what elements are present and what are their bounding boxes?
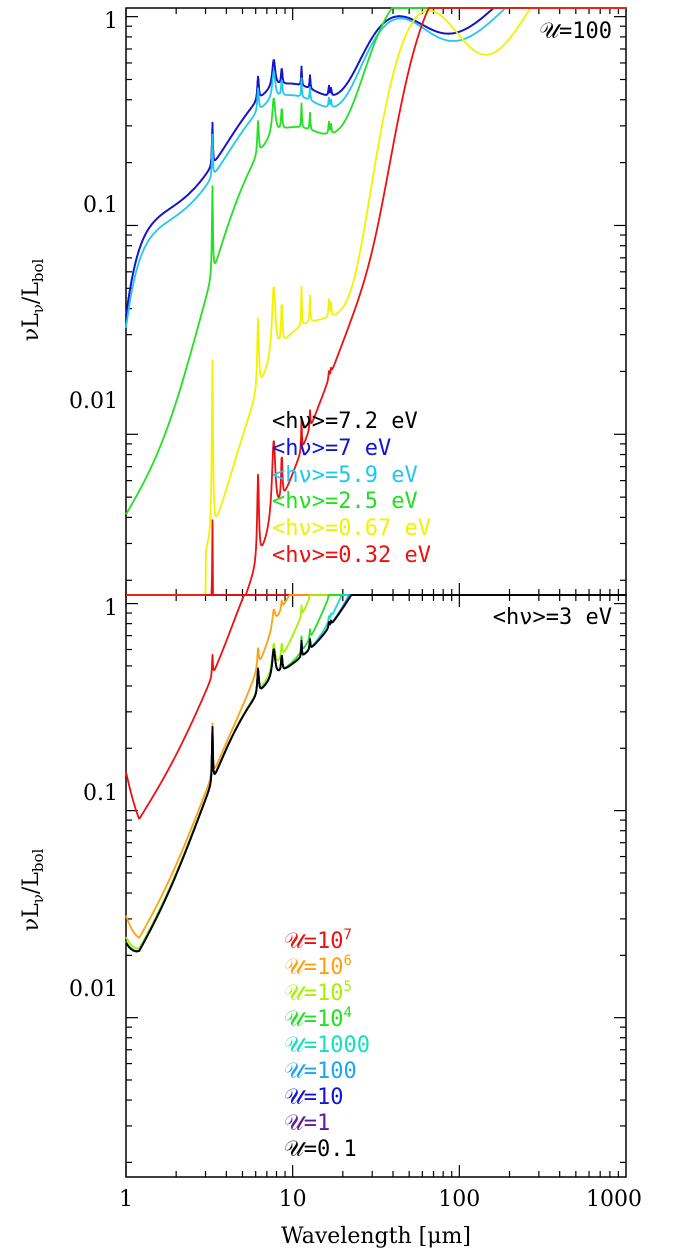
bottom-y-axis-title: νLν/Lbol — [19, 849, 47, 932]
xtick-100: 100 — [438, 1187, 480, 1212]
series-black-8 — [125, 594, 627, 953]
series-cyan-2 — [125, 7, 627, 329]
bottom-panel-annotation: <hν>=3 eV — [493, 605, 612, 630]
top-legend: <hν>=7.2 eV <hν>=7 eV <hν>=5.9 eV <hν>=2… — [272, 409, 431, 568]
bottom-legend-entry-2: 𝒰=105 — [284, 979, 352, 1006]
top-legend-entry-5: <hν>=0.32 eV — [272, 543, 431, 568]
series-lime-2 — [125, 594, 627, 950]
top-legend-entry-2: <hν>=5.9 eV — [272, 463, 418, 488]
series-blue-6 — [125, 594, 627, 953]
top-panel-series — [125, 7, 627, 596]
bottom-legend-entry-1: 𝒰=106 — [284, 953, 352, 980]
top-legend-entry-0: <hν>=7.2 eV — [272, 409, 418, 434]
series-green-3 — [125, 594, 627, 952]
bottom-legend-entry-4: 𝒰=1000 — [284, 1033, 370, 1058]
bottom-panel-series — [125, 594, 627, 953]
bottom-legend-entry-8: 𝒰=0.1 — [284, 1137, 357, 1162]
top-panel-annotation: 𝒰=100 — [539, 19, 612, 44]
x-axis-title: Wavelength [μm] — [281, 1224, 471, 1249]
top-legend-entry-3: <hν>=2.5 eV — [272, 489, 418, 514]
svg-text:νLν/Lbol: νLν/Lbol — [19, 849, 47, 932]
top-ytick-0.01: 0.01 — [69, 389, 118, 414]
bottom-legend-entry-0: 𝒰=107 — [284, 927, 352, 954]
bottom-legend: 𝒰=107 𝒰=106 𝒰=105 𝒰=104 𝒰=1000 𝒰=100 𝒰=1… — [284, 927, 370, 1162]
series-red-5 — [125, 7, 627, 596]
top-legend-entry-4: <hν>=0.67 eV — [272, 516, 431, 541]
top-ytick-1: 1 — [104, 9, 118, 34]
series-purple-7 — [125, 594, 627, 953]
bottom-panel-frame — [125, 594, 627, 1178]
bottom-legend-entry-3: 𝒰=104 — [284, 1005, 352, 1032]
top-y-axis-title: νLν/Lbol — [19, 259, 47, 342]
bottom-legend-entry-6: 𝒰=10 — [284, 1085, 344, 1110]
bottom-legend-entry-7: 𝒰=1 — [284, 1111, 330, 1136]
top-panel-ticks — [125, 8, 626, 595]
series-skyblue-5 — [125, 594, 627, 953]
top-legend-entry-1: <hν>=7 eV — [272, 436, 391, 461]
series-orange-1 — [125, 594, 627, 939]
xtick-1000: 1000 — [586, 1187, 642, 1212]
bottom-ytick-1: 1 — [104, 596, 118, 621]
bottom-panel-ticks — [125, 595, 626, 1177]
top-ytick-0.1: 0.1 — [83, 193, 118, 218]
svg-text:νLν/Lbol: νLν/Lbol — [19, 259, 47, 342]
series-teal-4 — [125, 594, 627, 953]
bottom-legend-entry-5: 𝒰=100 — [284, 1059, 357, 1084]
xtick-10: 10 — [279, 1187, 307, 1212]
xtick-1: 1 — [119, 1187, 133, 1212]
bottom-ytick-0.01: 0.01 — [69, 977, 118, 1002]
bottom-ytick-0.1: 0.1 — [83, 781, 118, 806]
